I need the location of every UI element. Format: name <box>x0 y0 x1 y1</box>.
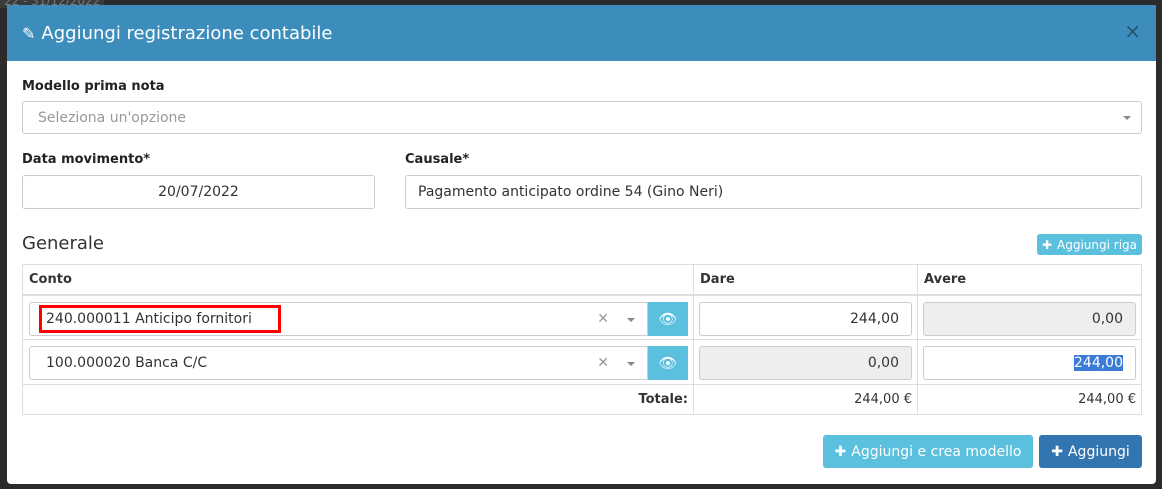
add-button[interactable]: ✚ Aggiungi <box>1039 435 1142 468</box>
entries-table: Conto Dare Avere 240.000011 Anticipo for… <box>22 264 1142 415</box>
chevron-down-icon <box>1123 116 1131 124</box>
avere-input[interactable]: 244,00 <box>923 346 1136 380</box>
causale-input[interactable]: Pagamento anticipato ordine 54 (Gino Ner… <box>405 175 1142 209</box>
header-conto: Conto <box>22 264 694 296</box>
modal-title: Aggiungi registrazione contabile <box>41 22 333 44</box>
pencil-icon: ✎ <box>22 23 36 43</box>
add-label: Aggiungi <box>1067 443 1130 460</box>
header-avere: Avere <box>917 264 1142 296</box>
clear-icon[interactable]: ✕ <box>597 310 609 327</box>
add-row-button[interactable]: ✚ Aggiungi riga <box>1037 234 1142 255</box>
view-account-button[interactable]: 👁 <box>648 301 688 336</box>
add-entry-modal: ✎ Aggiungi registrazione contabile × Mod… <box>7 5 1156 484</box>
modello-select[interactable]: Seleziona un'opzione <box>22 101 1142 134</box>
modal-header: ✎ Aggiungi registrazione contabile <box>7 5 1156 61</box>
total-dare: 244,00 € <box>693 384 918 415</box>
table-row: 100.000020 Banca C/C ✕ 👁 0,00 244,00 <box>22 339 1142 385</box>
conto-value: 240.000011 Anticipo fornitori <box>46 310 252 327</box>
data-input[interactable]: 20/07/2022 <box>22 175 375 209</box>
section-title: Generale <box>22 233 105 254</box>
header-dare: Dare <box>693 264 918 296</box>
totals-row: Totale: 244,00 € 244,00 € <box>22 384 1142 415</box>
conto-select[interactable]: 240.000011 Anticipo fornitori ✕ <box>29 301 648 336</box>
conto-value: 100.000020 Banca C/C <box>46 355 208 371</box>
total-label: Totale: <box>22 384 694 415</box>
plus-icon: ✚ <box>834 443 847 460</box>
chevron-down-icon[interactable] <box>627 362 635 370</box>
plus-icon: ✚ <box>1041 237 1053 252</box>
eye-icon: 👁 <box>658 354 678 372</box>
conto-select[interactable]: 100.000020 Banca C/C ✕ <box>29 346 648 380</box>
chevron-down-icon[interactable] <box>627 317 635 326</box>
selected-text: 244,00 <box>1074 355 1123 371</box>
add-and-create-model-button[interactable]: ✚ Aggiungi e crea modello <box>823 435 1033 468</box>
background-date-range: 22 - 31/12/2022 <box>0 0 105 8</box>
modello-label: Modello prima nota <box>22 79 165 94</box>
plus-icon: ✚ <box>1051 443 1063 460</box>
eye-icon: 👁 <box>658 309 678 328</box>
avere-input: 0,00 <box>923 301 1136 336</box>
view-account-button[interactable]: 👁 <box>648 346 688 380</box>
dare-input[interactable]: 244,00 <box>699 301 912 336</box>
clear-icon[interactable]: ✕ <box>597 355 609 371</box>
highlight-box <box>39 304 281 333</box>
add-row-label: Aggiungi riga <box>1057 237 1138 252</box>
add-and-model-label: Aggiungi e crea modello <box>851 443 1022 460</box>
dare-input: 0,00 <box>699 346 912 380</box>
causale-label: Causale* <box>405 152 470 167</box>
close-button[interactable]: × <box>1124 19 1141 43</box>
table-row: 240.000011 Anticipo fornitori ✕ 👁 244,00 … <box>22 294 1142 340</box>
table-header: Conto Dare Avere <box>22 264 1142 296</box>
modello-placeholder: Seleziona un'opzione <box>38 109 187 126</box>
total-avere: 244,00 € <box>917 384 1142 415</box>
data-label: Data movimento* <box>22 152 151 167</box>
